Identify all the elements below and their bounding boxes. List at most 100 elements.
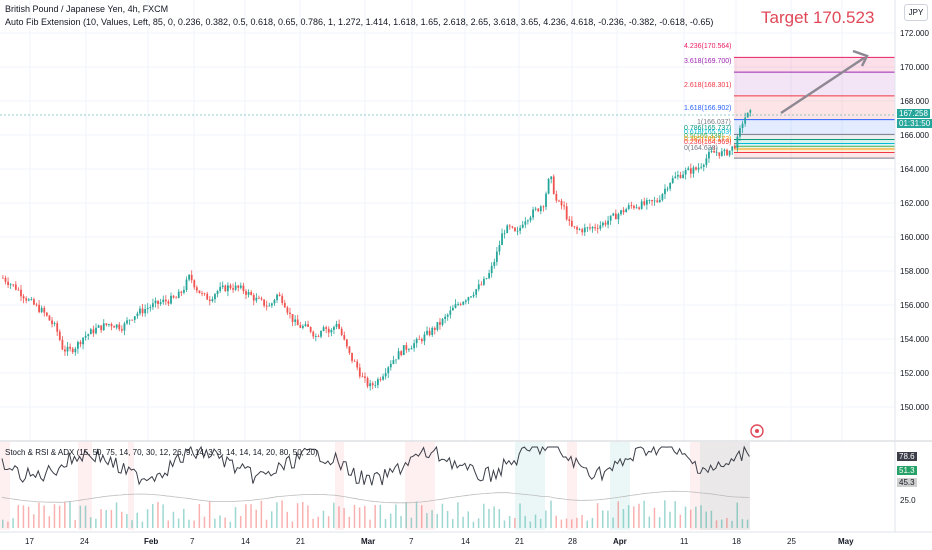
price-label: 172.000: [900, 29, 929, 38]
alert-icon[interactable]: [750, 424, 764, 438]
histogram-bar: [260, 500, 263, 528]
histogram-bar: [312, 518, 314, 528]
candle-body: [162, 299, 165, 303]
candle-body: [58, 331, 61, 340]
histogram-bar: [389, 513, 392, 528]
histogram-bar: [27, 506, 30, 528]
candle-body: [454, 304, 457, 308]
histogram-bar: [514, 518, 516, 528]
candle-body: [485, 278, 488, 280]
candle-body: [400, 351, 403, 356]
candle-body: [270, 303, 273, 306]
candle-body: [550, 176, 553, 180]
target-arrow: [780, 49, 869, 115]
histogram-bar: [420, 505, 423, 528]
candle-body: [113, 326, 116, 328]
candle-body: [534, 208, 537, 210]
histogram-bar: [136, 512, 138, 528]
histogram-bar: [462, 516, 464, 528]
candle-body: [452, 307, 454, 311]
candle-body: [506, 225, 509, 233]
candle-body: [542, 206, 545, 208]
candle-body: [338, 323, 341, 329]
candle-body: [333, 326, 335, 330]
indicator-legend[interactable]: Auto Fib Extension (10, Values, Left, 85…: [5, 17, 714, 27]
candle-body: [12, 284, 15, 286]
candle-body: [413, 343, 416, 349]
candle-body: [126, 320, 128, 324]
candle-body: [120, 329, 123, 331]
candle-body: [640, 201, 643, 209]
candle-body: [545, 193, 547, 207]
candle-body: [105, 323, 108, 326]
candle-body: [27, 299, 30, 301]
candle-body: [219, 287, 222, 292]
overbought-band: [610, 442, 630, 530]
time-label: 21: [296, 537, 305, 546]
candle-body: [684, 170, 687, 175]
candle-body: [389, 363, 392, 368]
candle-body: [170, 295, 172, 304]
histogram-bar: [534, 514, 537, 528]
candle-body: [371, 383, 374, 386]
histogram-bar: [524, 515, 526, 528]
histogram-bar: [255, 509, 257, 528]
candle-body: [268, 305, 271, 307]
histogram-bar: [483, 503, 485, 528]
candle-body: [110, 324, 113, 327]
symbol-title[interactable]: British Pound / Japanese Yen, 4h, FXCM: [5, 4, 169, 14]
candle-body: [40, 307, 43, 313]
price-label: 162.000: [900, 199, 929, 208]
candle-body: [483, 278, 485, 285]
histogram-bar: [110, 509, 113, 528]
candle-body: [547, 179, 550, 194]
candle-body: [415, 338, 418, 344]
currency-button[interactable]: JPY: [904, 4, 928, 21]
candle-body: [687, 168, 690, 171]
candle-body: [749, 110, 752, 113]
histogram-bar: [426, 513, 428, 528]
fib-level-label: 3.618(169.700): [684, 58, 732, 65]
candle-body: [128, 319, 131, 321]
candle-body: [594, 227, 597, 229]
candle-body: [682, 174, 684, 178]
histogram-bar: [472, 521, 475, 528]
time-label: 28: [568, 537, 577, 546]
candle-body: [671, 178, 674, 183]
candle-body: [201, 293, 203, 294]
candle-body: [211, 299, 214, 302]
candle-body: [157, 300, 159, 304]
histogram-bar: [410, 517, 413, 528]
candle-body: [599, 225, 602, 229]
histogram-bar: [22, 505, 25, 528]
time-label: May: [838, 537, 854, 546]
indicator-pane-label[interactable]: Stoch & RSI & ADX (15, 50, 75, 14, 70, 3…: [5, 448, 318, 457]
candle-body: [278, 294, 281, 296]
histogram-bar: [276, 502, 278, 528]
histogram-bar: [224, 517, 226, 528]
candle-body: [79, 341, 82, 345]
candle-body: [38, 304, 41, 313]
candle-body: [635, 207, 638, 209]
histogram-bar: [441, 503, 444, 528]
histogram-bar: [157, 502, 159, 528]
candle-body: [563, 205, 566, 207]
histogram-bar: [679, 514, 682, 528]
time-label: Feb: [144, 537, 159, 546]
candle-body: [565, 206, 568, 220]
candle-body: [247, 292, 250, 295]
candle-body: [146, 308, 149, 310]
price-label: 152.000: [900, 369, 929, 378]
histogram-bar: [296, 503, 299, 528]
candle-body: [322, 327, 325, 331]
fib-level-label: 4.236(170.564): [684, 43, 732, 50]
candle-body: [374, 385, 377, 386]
histogram-bar: [358, 507, 361, 528]
histogram-bar: [291, 521, 294, 528]
candle-body: [498, 245, 501, 252]
candle-body: [340, 328, 343, 336]
histogram-bar: [317, 516, 320, 528]
candle-body: [361, 376, 364, 378]
candle-body: [459, 304, 462, 305]
